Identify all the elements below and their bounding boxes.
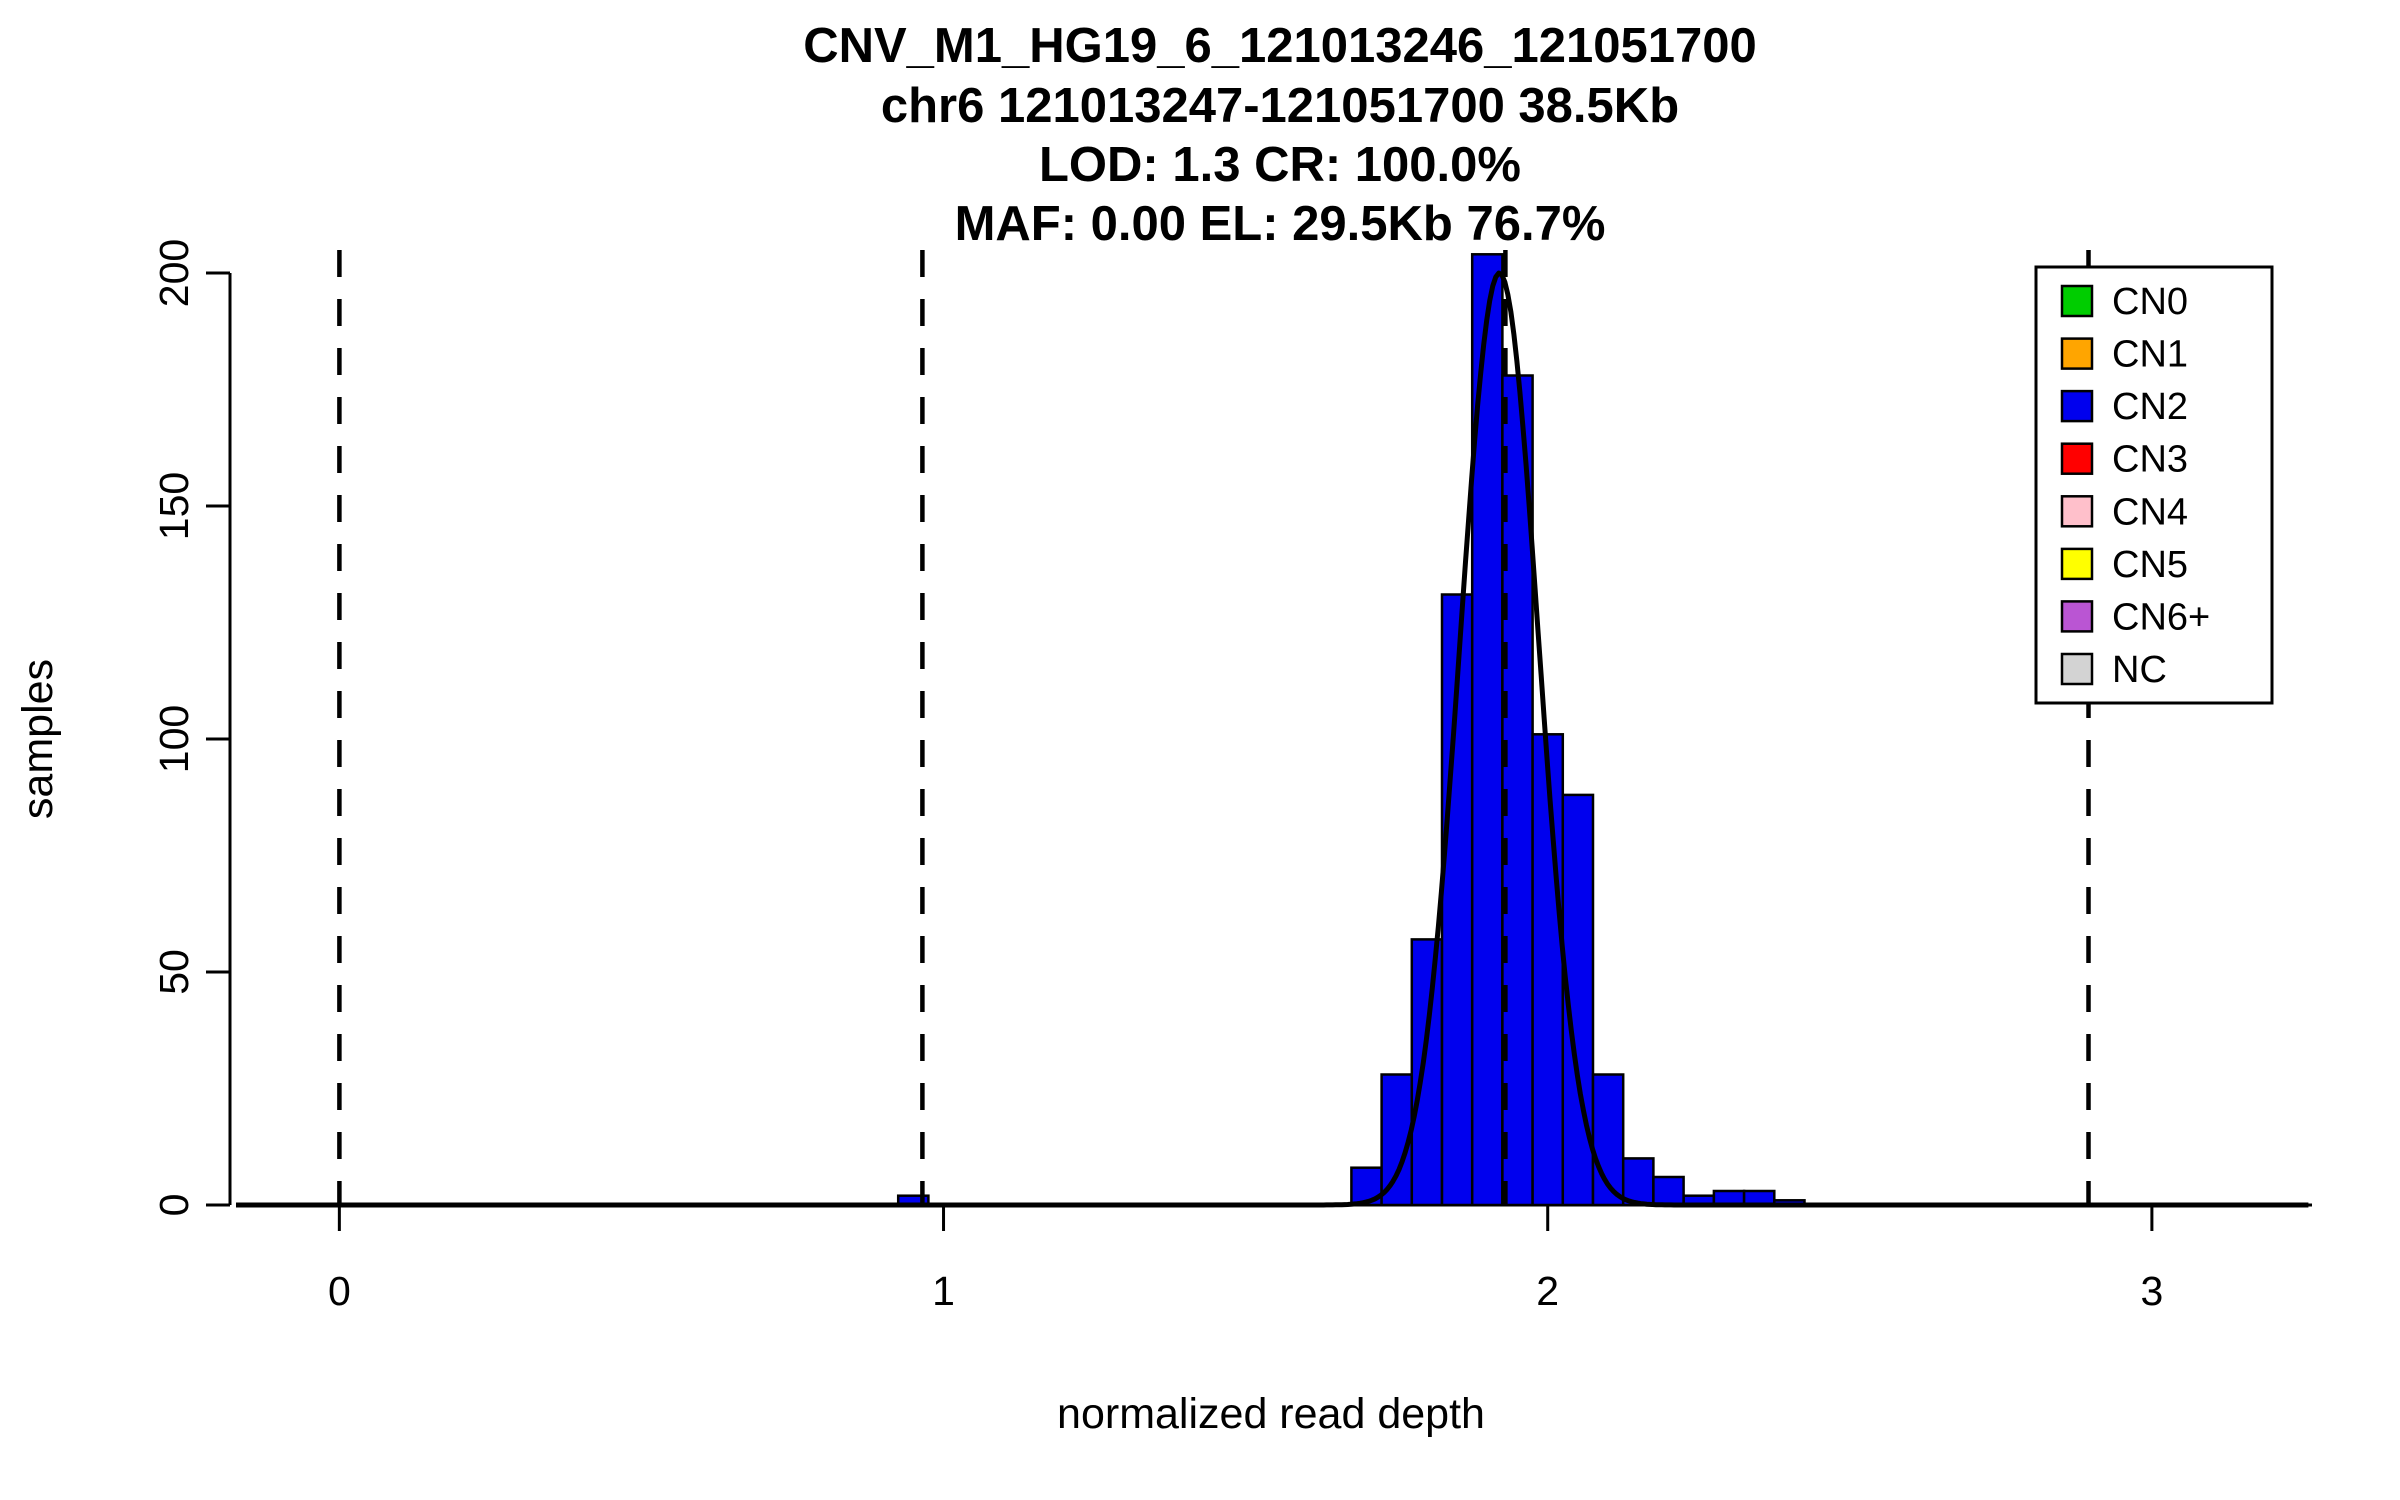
y-tick-label: 100: [151, 705, 197, 773]
title-line-4: MAF: 0.00 EL: 29.5Kb 76.7%: [955, 197, 1606, 251]
legend-label: CN0: [2112, 281, 2188, 323]
y-tick-label: 200: [151, 239, 197, 307]
legend-swatch-cn4: [2060, 495, 2094, 528]
legend-label: CN2: [2112, 386, 2188, 428]
legend-swatch-cn0: [2060, 284, 2094, 318]
copy-number-guide-lines: [337, 250, 2091, 1205]
histogram-bar: [1652, 1175, 1685, 1207]
y-tick-label: 50: [151, 949, 197, 995]
legend-label: CN6+: [2112, 596, 2210, 638]
legend-swatch-cn6plus: [2060, 600, 2094, 633]
x-tick-label: 0: [328, 1268, 351, 1314]
title-line-1: CNV_M1_HG19_6_121013246_121051700: [803, 19, 1757, 73]
chart-title-block: CNV_M1_HG19_6_121013246_121051700 chr6 1…: [803, 19, 1757, 251]
x-tick-label: 2: [1536, 1268, 1559, 1314]
legend-item-cn0: CN0: [2060, 281, 2188, 323]
legend-item-cn4: CN4: [2060, 491, 2188, 533]
histogram-bar: [1470, 253, 1504, 1207]
legend-label: CN5: [2112, 544, 2188, 586]
x-axis-title: normalized read depth: [1057, 1390, 1485, 1438]
legend-label: NC: [2112, 649, 2167, 691]
gaussian-fit-curve: [236, 270, 2309, 1208]
histogram-bar: [1410, 938, 1444, 1207]
x-tick-label: 3: [2140, 1268, 2163, 1314]
legend-item-cn6plus: CN6+: [2060, 596, 2210, 638]
legend-item-cn1: CN1: [2060, 334, 2188, 376]
legend-swatch-cn2: [2060, 389, 2094, 423]
title-line-2: chr6 121013247-121051700 38.5Kb: [881, 79, 1679, 133]
y-axis-title: samples: [14, 659, 62, 819]
legend-item-cn2: CN2: [2060, 386, 2188, 428]
histogram-bar: [1621, 1157, 1655, 1207]
legend-swatch-cn5: [2060, 547, 2094, 581]
legend: CN0 CN1 CN2 CN3 CN4 CN5 CN6+ NC: [2034, 265, 2274, 705]
x-tick-label: 1: [932, 1268, 955, 1314]
legend-item-cn5: CN5: [2060, 544, 2188, 586]
histogram-bar: [1531, 733, 1565, 1207]
y-tick-label: 0: [151, 1194, 197, 1217]
legend-item-nc: NC: [2060, 649, 2167, 691]
legend-label: CN3: [2112, 439, 2188, 481]
title-line-3: LOD: 1.3 CR: 100.0%: [1039, 138, 1521, 192]
legend-swatch-cn3: [2060, 442, 2094, 475]
axes: 0 50 100 150 200 0 1 2 3: [151, 239, 2312, 1314]
legend-label: CN1: [2112, 334, 2188, 376]
legend-swatch-nc: [2060, 652, 2094, 686]
fit-curve-path: [236, 270, 2309, 1208]
legend-swatch-cn1: [2060, 337, 2094, 370]
y-tick-label: 150: [151, 472, 197, 540]
histogram-bars: [896, 253, 1806, 1207]
legend-item-cn3: CN3: [2060, 439, 2188, 481]
legend-label: CN4: [2112, 491, 2188, 533]
